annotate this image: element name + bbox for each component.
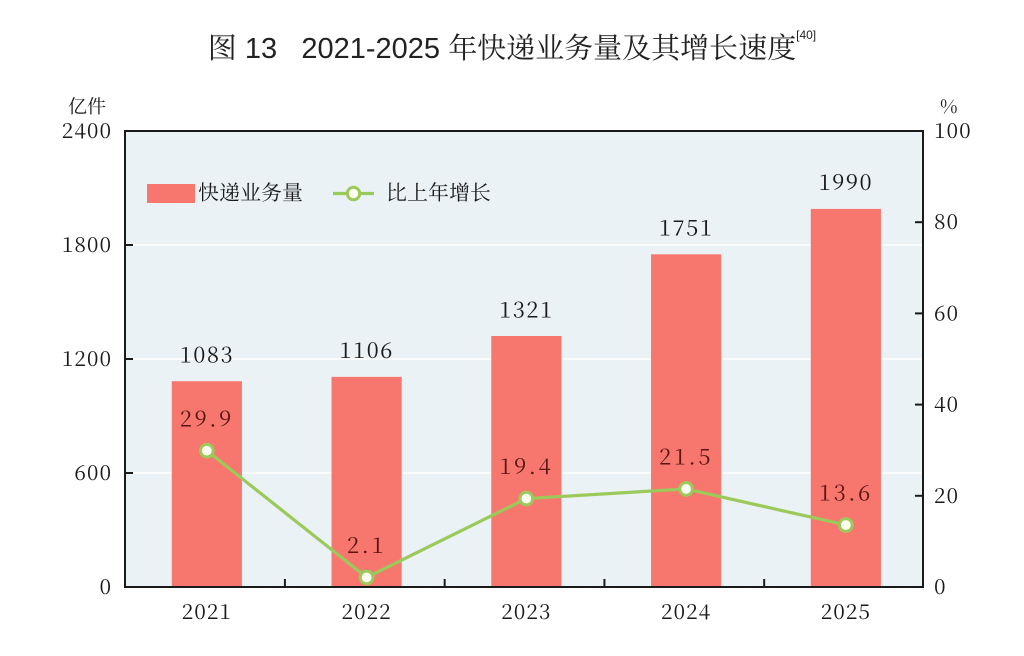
svg-text:100: 100 bbox=[934, 115, 972, 145]
svg-text:0: 0 bbox=[934, 571, 947, 601]
svg-text:40: 40 bbox=[934, 389, 959, 419]
svg-text:19.4: 19.4 bbox=[499, 450, 553, 481]
svg-text:2025: 2025 bbox=[821, 596, 871, 626]
svg-text:60: 60 bbox=[934, 297, 959, 327]
svg-text:2024: 2024 bbox=[661, 596, 711, 626]
svg-text:13.6: 13.6 bbox=[819, 477, 873, 508]
svg-text:1200: 1200 bbox=[62, 343, 112, 373]
svg-text:2021: 2021 bbox=[182, 596, 232, 626]
svg-text:1990: 1990 bbox=[819, 166, 873, 197]
svg-text:比上年增长: 比上年增长 bbox=[386, 177, 491, 207]
svg-text:1083: 1083 bbox=[180, 339, 234, 370]
svg-text:1106: 1106 bbox=[339, 334, 393, 365]
svg-text:1321: 1321 bbox=[499, 293, 553, 324]
svg-text:2022: 2022 bbox=[341, 596, 391, 626]
svg-text:1751: 1751 bbox=[659, 212, 713, 243]
svg-text:29.9: 29.9 bbox=[180, 402, 234, 433]
svg-text:20: 20 bbox=[934, 480, 959, 510]
svg-text:亿件: 亿件 bbox=[68, 92, 106, 119]
svg-text:2023: 2023 bbox=[501, 596, 551, 626]
svg-text:600: 600 bbox=[74, 457, 112, 487]
svg-text:2400: 2400 bbox=[62, 115, 112, 145]
svg-text:80: 80 bbox=[934, 206, 959, 236]
svg-text:2.1: 2.1 bbox=[347, 529, 386, 560]
svg-text:快递业务量: 快递业务量 bbox=[198, 177, 303, 207]
svg-text:%: % bbox=[940, 92, 958, 119]
svg-text:0: 0 bbox=[99, 571, 112, 601]
svg-text:1800: 1800 bbox=[62, 229, 112, 259]
svg-text:21.5: 21.5 bbox=[659, 441, 713, 472]
